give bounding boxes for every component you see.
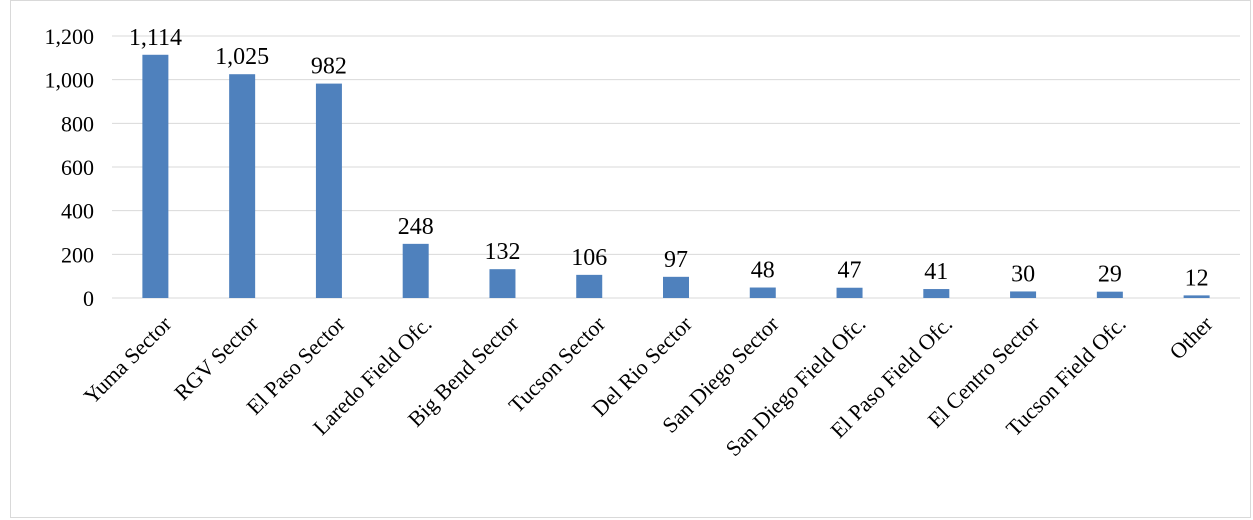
data-label: 1,025: [215, 44, 269, 70]
data-label: 132: [484, 239, 520, 265]
bar: [315, 83, 342, 298]
y-tick-label: 0: [83, 286, 94, 311]
bar: [489, 269, 516, 298]
bar: [1183, 295, 1210, 298]
bar: [836, 287, 863, 298]
data-label: 1,114: [129, 25, 182, 51]
y-tick-label: 1,000: [45, 68, 95, 93]
data-label: 248: [398, 214, 434, 240]
bar: [142, 54, 169, 298]
data-label: 982: [311, 54, 347, 80]
data-label: 97: [664, 247, 688, 273]
y-tick-label: 1,200: [45, 24, 95, 49]
data-label: 41: [924, 259, 948, 285]
bar: [923, 289, 950, 298]
y-tick-label: 200: [61, 242, 94, 267]
x-tick-label: Other: [1164, 311, 1218, 365]
bar: [576, 274, 603, 298]
bar: [749, 287, 776, 298]
data-label: 29: [1098, 262, 1122, 288]
x-tick-label: Yuma Sector: [79, 311, 177, 409]
data-label: 47: [838, 258, 862, 284]
y-tick-label: 400: [61, 199, 94, 224]
bar: [229, 74, 256, 298]
bar: [1096, 291, 1123, 298]
chart-frame: [10, 0, 1251, 518]
data-label: 106: [571, 245, 607, 271]
data-label: 30: [1011, 261, 1035, 287]
bar: [1010, 291, 1037, 298]
x-tick-label: RGV Sector: [169, 311, 263, 405]
bar: [663, 276, 689, 298]
y-tick-label: 800: [61, 111, 94, 136]
bar: [402, 243, 429, 298]
y-tick-label: 600: [61, 155, 94, 180]
data-label: 12: [1185, 265, 1209, 291]
data-label: 48: [751, 258, 775, 284]
